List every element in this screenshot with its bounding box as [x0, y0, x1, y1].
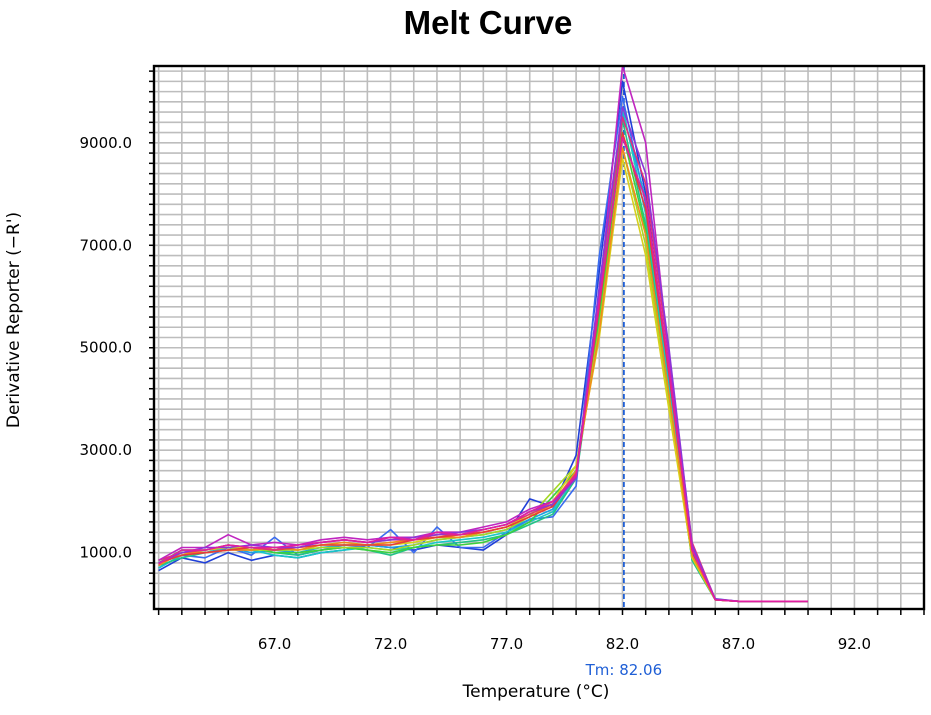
y-tick-label: 9000.0 [80, 134, 133, 152]
tm-marker: Tm: 82.06 [585, 66, 663, 679]
y-tick-label: 1000.0 [80, 544, 133, 562]
y-tick-label: 7000.0 [80, 236, 133, 254]
plot-frame [152, 64, 926, 611]
y-tick-label: 5000.0 [80, 339, 133, 357]
y-axis-title: Derivative Reporter (−R') [4, 212, 24, 428]
chart-title: Melt Curve [404, 4, 573, 41]
y-tick-label: 3000.0 [80, 441, 133, 459]
x-tick-label: 77.0 [490, 635, 523, 653]
x-tick-labels: 67.0 72.0 77.0 82.0 87.0 92.0 [258, 635, 871, 653]
x-tick-label: 92.0 [838, 635, 871, 653]
grid [149, 66, 925, 615]
y-tick-labels: 1000.0 3000.0 5000.0 7000.0 9000.0 [80, 134, 133, 562]
series-line-14 [158, 136, 808, 603]
x-tick-label: 87.0 [722, 635, 755, 653]
x-axis-title: Temperature (°C) [462, 682, 610, 702]
x-tick-label: 67.0 [258, 635, 291, 653]
x-tick-label: 82.0 [606, 635, 639, 653]
tm-label: Tm: 82.06 [585, 661, 663, 679]
x-tick-label: 72.0 [374, 635, 407, 653]
plot-series [158, 65, 808, 603]
